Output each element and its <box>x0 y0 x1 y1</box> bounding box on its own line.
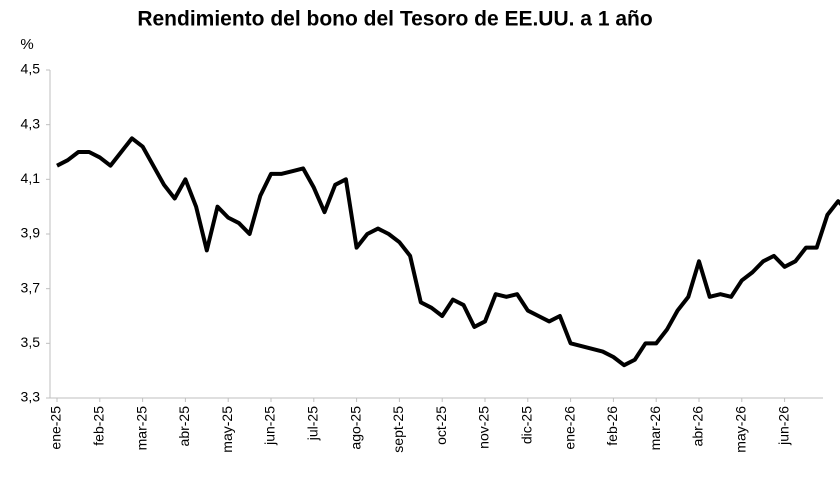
x-tick-label: abr-25 <box>176 406 192 447</box>
y-tick-label: 4,5 <box>21 61 41 77</box>
x-tick-label: mar-25 <box>133 406 149 451</box>
y-tick-label: 3,5 <box>21 334 41 350</box>
x-tick-label: ago-25 <box>347 406 363 450</box>
y-axis-label: % <box>20 36 33 53</box>
y-tick-label: 4,3 <box>21 115 41 131</box>
x-tick-label: nov-25 <box>476 406 492 449</box>
x-tick-label: ene-26 <box>561 406 577 450</box>
line <box>56 136 840 368</box>
x-tick-label: feb-26 <box>604 406 620 446</box>
y-tick-label: 4,1 <box>21 170 41 186</box>
x-tick-label: may-25 <box>219 406 235 453</box>
x-tick-label: abr-26 <box>690 406 706 447</box>
x-tick-label: may-26 <box>733 406 749 453</box>
x-tick-label: jun-26 <box>775 406 791 446</box>
x-tick-label: mar-26 <box>647 406 663 451</box>
x-tick-label: ene-25 <box>48 406 64 450</box>
x-tick-label: dic-25 <box>519 406 535 444</box>
x-tick-label: jul-25 <box>305 406 321 441</box>
x-tick-label: feb-25 <box>91 406 107 446</box>
y-tick-label: 3,3 <box>21 389 41 405</box>
y-tick-label: 3,7 <box>21 279 41 295</box>
x-tick-label: jun-25 <box>262 406 278 446</box>
x-tick-label: sept-25 <box>390 406 406 453</box>
chart-title: Rendimiento del bono del Tesoro de EE.UU… <box>137 8 652 31</box>
y-tick-label: 3,9 <box>21 225 41 241</box>
x-tick-label: oct-25 <box>433 406 449 445</box>
